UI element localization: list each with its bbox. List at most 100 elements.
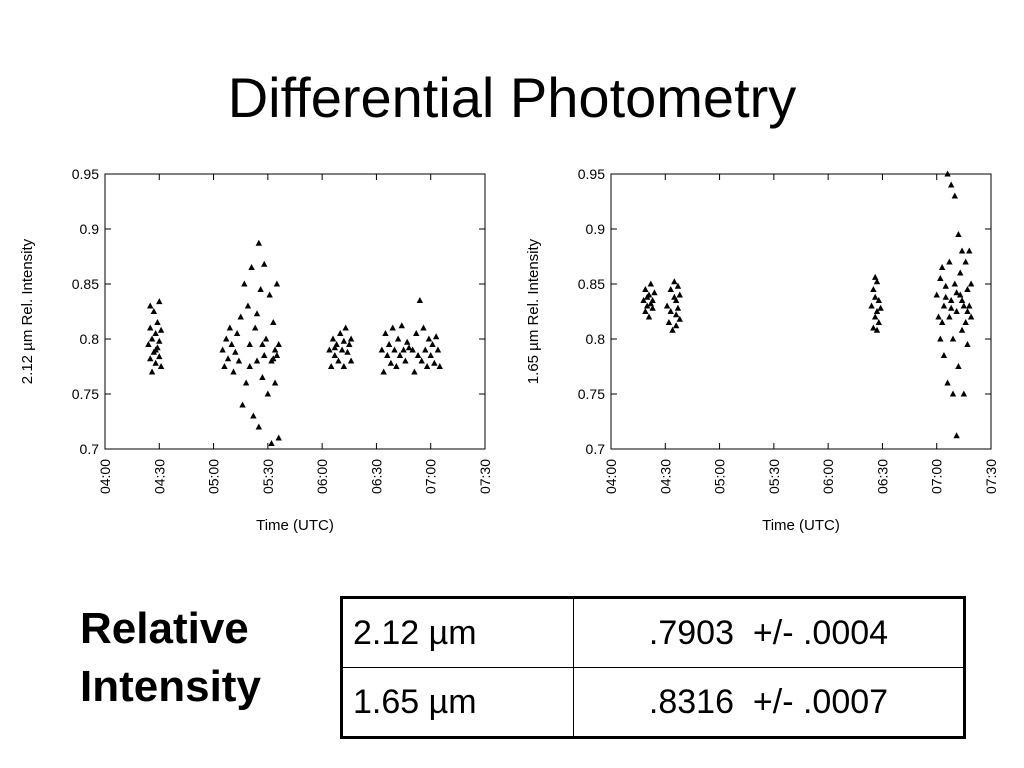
data-point: [154, 319, 161, 325]
y-tick-label: 0.9: [80, 221, 100, 237]
data-point: [647, 300, 655, 307]
data-point: [271, 379, 279, 386]
data-point: [645, 313, 653, 320]
y-axis-label: 1.65 µm Rel. Intensity: [525, 238, 542, 384]
data-point: [273, 352, 281, 358]
data-point: [672, 297, 680, 303]
data-point: [232, 348, 239, 355]
data-points: [145, 239, 443, 446]
data-point: [964, 308, 971, 314]
x-tick-label: 06:00: [314, 459, 330, 494]
data-point: [270, 355, 277, 362]
data-point: [156, 298, 163, 305]
data-point: [275, 434, 282, 441]
data-point: [938, 319, 946, 325]
data-point: [266, 291, 273, 298]
relative-intensity-label-line1: Relative: [80, 604, 249, 653]
data-point: [244, 302, 252, 309]
data-point: [346, 341, 353, 347]
x-tick-label: 06:30: [874, 459, 890, 494]
data-point: [221, 363, 228, 369]
data-point: [937, 335, 944, 342]
data-point: [400, 346, 407, 353]
data-point: [157, 363, 165, 369]
data-point: [253, 357, 261, 364]
data-point: [953, 308, 960, 314]
data-point: [337, 330, 344, 336]
x-tick-label: 04:30: [151, 459, 167, 494]
data-point: [940, 302, 948, 309]
data-point: [226, 324, 234, 331]
data-point: [957, 291, 964, 298]
data-point: [413, 330, 420, 336]
data-point: [962, 319, 969, 325]
data-point: [422, 346, 429, 353]
data-point: [431, 359, 438, 366]
data-point: [147, 355, 154, 362]
data-point: [420, 324, 427, 331]
data-point: [647, 280, 655, 287]
data-point: [937, 275, 944, 281]
y-tick-label: 0.95: [578, 166, 605, 182]
data-point: [642, 286, 649, 292]
data-points: [640, 170, 975, 439]
x-tick-label: 06:30: [368, 459, 384, 494]
data-point: [949, 390, 957, 397]
data-point: [649, 304, 656, 311]
data-point: [958, 247, 966, 254]
data-point: [672, 322, 680, 329]
data-point: [235, 357, 243, 364]
data-point: [960, 302, 968, 309]
data-point: [966, 247, 973, 254]
data-point: [261, 352, 268, 358]
data-point: [423, 363, 431, 369]
data-point: [156, 337, 163, 344]
data-point: [253, 310, 261, 317]
data-point: [259, 341, 266, 347]
data-point: [405, 344, 413, 351]
data-point: [251, 324, 259, 331]
relative-intensity-label: Relative Intensity: [80, 600, 261, 716]
data-point: [389, 324, 396, 331]
data-point: [942, 293, 949, 300]
chart-2-12um: 0.95 0.9 0.85 0.8 0.75 0.7 04:00 04:30 05:00 05:3…: [10, 160, 500, 540]
data-point: [147, 324, 154, 331]
data-point: [674, 304, 682, 311]
data-point: [150, 308, 158, 314]
x-tick-label: 06:00: [820, 459, 836, 494]
x-tick-label: 05:00: [712, 459, 728, 494]
data-point: [935, 313, 942, 320]
data-point: [643, 293, 651, 300]
data-point: [230, 368, 237, 375]
data-point: [955, 363, 962, 369]
value-cell: .8316 +/- .0007: [573, 667, 965, 738]
data-point: [403, 338, 411, 345]
data-point: [964, 341, 971, 347]
data-point: [338, 346, 346, 353]
data-point: [951, 280, 959, 287]
x-tick-label: 07:00: [423, 459, 439, 494]
data-point: [148, 335, 156, 342]
data-point: [967, 313, 975, 320]
data-point: [665, 319, 673, 325]
x-tick-label: 05:30: [260, 459, 276, 494]
data-point: [255, 239, 263, 246]
data-point: [228, 341, 235, 347]
y-tick-label: 0.75: [72, 386, 99, 402]
data-point: [429, 341, 436, 347]
y-tick-label: 0.7: [586, 441, 606, 457]
results-table: 2.12 µm .7903 +/- .0004 1.65 µm .8316 +/…: [340, 596, 966, 739]
data-point: [239, 401, 246, 408]
data-point: [947, 304, 955, 311]
data-point: [667, 286, 674, 292]
y-tick-label: 0.85: [72, 276, 99, 292]
data-point: [667, 308, 674, 314]
data-point: [868, 302, 875, 309]
y-tick-label: 0.95: [72, 166, 99, 182]
data-point: [262, 335, 270, 342]
data-point: [148, 368, 156, 375]
data-point: [674, 282, 682, 289]
data-point: [947, 181, 955, 188]
data-point: [378, 346, 386, 353]
data-point: [955, 231, 962, 237]
